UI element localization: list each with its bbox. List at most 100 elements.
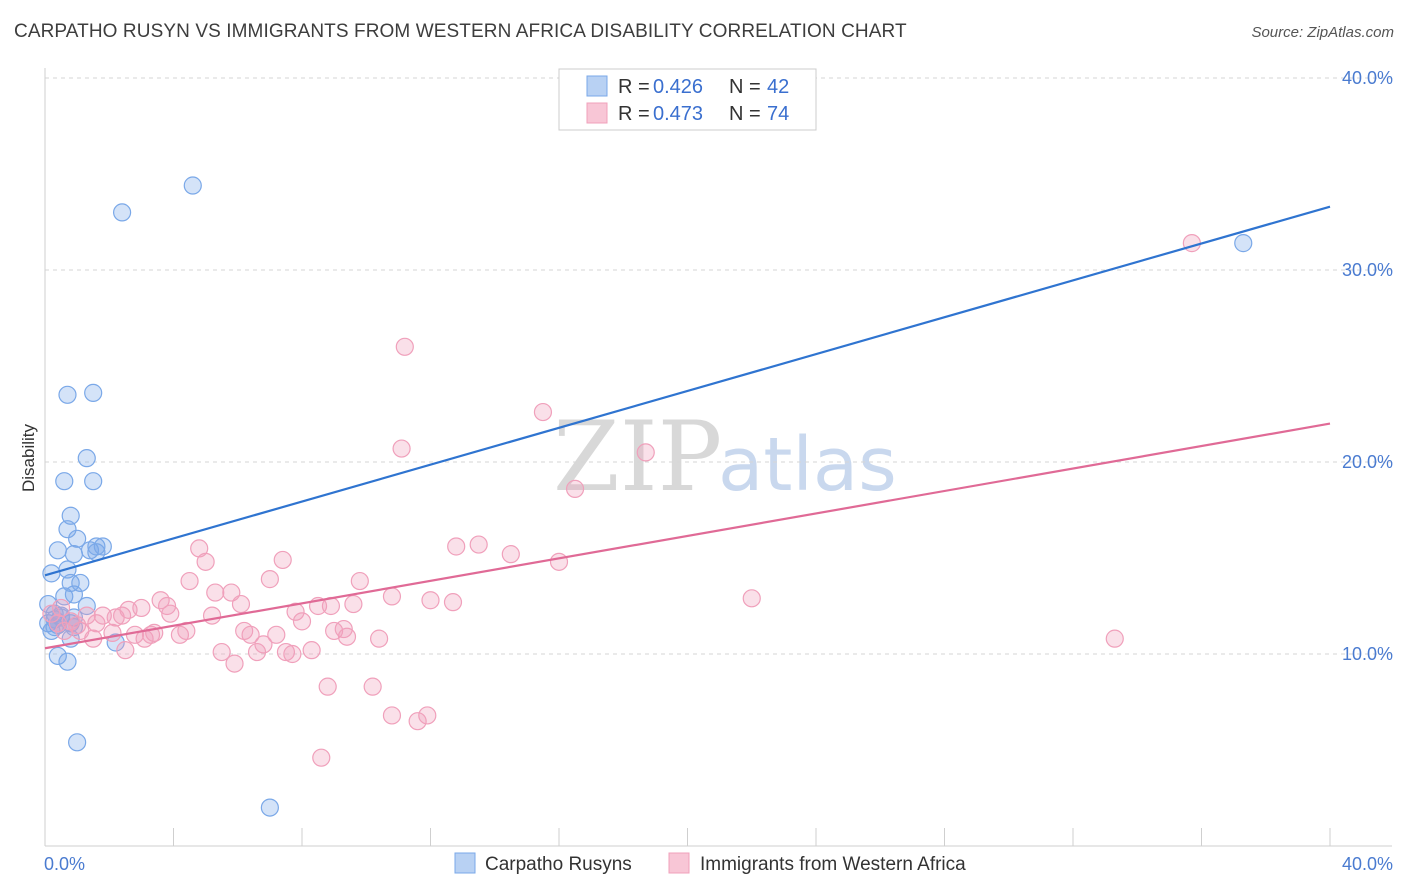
point-western-africa-5 <box>68 616 87 635</box>
axes <box>44 68 1392 847</box>
point-western-africa-48 <box>312 748 331 767</box>
point-carpatho-rusyns-21 <box>61 506 80 525</box>
point-western-africa-7 <box>77 606 96 625</box>
point-western-africa-59 <box>382 706 402 725</box>
point-carpatho-rusyns-37 <box>106 633 125 652</box>
point-western-africa-44 <box>286 602 305 621</box>
point-carpatho-rusyns-27 <box>68 529 87 548</box>
legend-n-label-1: N = <box>729 103 761 125</box>
point-carpatho-rusyns-24 <box>64 545 84 564</box>
legend-n-value-1: 74 <box>767 103 789 125</box>
point-western-africa-2 <box>51 598 71 618</box>
point-western-africa-49 <box>318 677 337 696</box>
point-western-africa-53 <box>337 627 357 646</box>
point-western-africa-69 <box>533 402 553 422</box>
trend-lines <box>44 205 1331 650</box>
point-carpatho-rusyns-8 <box>48 541 67 560</box>
point-western-africa-57 <box>370 629 389 648</box>
y-tick-label-0: 10.0% <box>1342 644 1393 664</box>
point-western-africa-34 <box>231 594 251 614</box>
point-western-africa-43 <box>283 644 302 664</box>
point-western-africa-31 <box>212 642 231 662</box>
point-western-africa-23 <box>161 604 180 623</box>
x-tick-labels: 0.0% 40.0% <box>44 854 1393 874</box>
point-western-africa-58 <box>382 587 402 606</box>
point-carpatho-rusyns-22 <box>64 585 84 604</box>
series-carpatho-rusyns <box>39 176 1253 817</box>
bottom-legend-swatch-pink <box>668 852 690 874</box>
point-western-africa-61 <box>395 337 414 356</box>
point-carpatho-rusyns-39 <box>183 176 202 195</box>
legend-n-value-0: 42 <box>767 76 789 98</box>
point-western-africa-66 <box>447 537 466 556</box>
point-western-africa-65 <box>443 593 463 612</box>
point-western-africa-64 <box>421 591 440 610</box>
point-carpatho-rusyns-40 <box>260 798 279 817</box>
legend-r-value-0: 0.426 <box>653 76 703 98</box>
point-western-africa-54 <box>344 594 363 614</box>
point-western-africa-40 <box>267 625 286 644</box>
point-western-africa-39 <box>260 570 279 589</box>
point-western-africa-33 <box>225 654 244 673</box>
point-carpatho-rusyns-36 <box>93 537 112 556</box>
point-western-africa-28 <box>196 552 215 571</box>
point-western-africa-70 <box>549 552 569 571</box>
point-carpatho-rusyns-9 <box>48 646 67 666</box>
point-western-africa-45 <box>292 612 312 631</box>
point-carpatho-rusyns-13 <box>55 472 74 491</box>
point-carpatho-rusyns-17 <box>58 520 77 539</box>
point-carpatho-rusyns-16 <box>58 652 77 671</box>
gridlines <box>45 77 1392 655</box>
y-axis-label: Disability <box>19 423 38 492</box>
point-western-africa-60 <box>392 439 411 458</box>
point-carpatho-rusyns-26 <box>68 733 87 752</box>
point-western-africa-20 <box>145 623 164 642</box>
point-western-africa-56 <box>363 677 382 696</box>
point-western-africa-46 <box>302 641 321 660</box>
trend-line-carpatho-rusyns <box>44 205 1331 577</box>
point-carpatho-rusyns-28 <box>71 573 90 593</box>
watermark-atlas: atlas <box>718 422 897 508</box>
x-tick-label-1: 40.0% <box>1342 854 1393 874</box>
y-tick-label-2: 30.0% <box>1342 260 1393 280</box>
point-western-africa-0 <box>42 604 61 623</box>
y-tick-labels: 10.0% 20.0% 30.0% 40.0% <box>1342 68 1393 664</box>
point-western-africa-73 <box>742 589 761 608</box>
y-tick-label-1: 20.0% <box>1342 452 1393 472</box>
point-western-africa-71 <box>565 479 585 498</box>
point-carpatho-rusyns-29 <box>77 596 96 616</box>
bottom-legend: Carpatho Rusyns Immigrants from Western … <box>454 852 966 875</box>
x-tick-label-0: 0.0% <box>44 854 85 874</box>
point-western-africa-42 <box>276 642 296 662</box>
point-western-africa-67 <box>469 535 488 554</box>
point-western-africa-14 <box>116 641 135 660</box>
legend-r-label-0: R = <box>618 76 650 98</box>
watermark: ZIP atlas <box>553 401 897 513</box>
point-western-africa-62 <box>408 712 427 731</box>
point-western-africa-72 <box>636 443 655 462</box>
point-western-africa-36 <box>241 625 260 644</box>
point-carpatho-rusyns-30 <box>77 449 96 468</box>
point-carpatho-rusyns-15 <box>58 385 77 404</box>
point-carpatho-rusyns-33 <box>84 472 103 491</box>
legend-r-label-1: R = <box>618 103 650 125</box>
legend-n-label-0: N = <box>729 76 761 98</box>
point-carpatho-rusyns-19 <box>61 573 80 593</box>
y-tick-label-3: 40.0% <box>1342 68 1393 88</box>
point-carpatho-rusyns-38 <box>112 203 132 222</box>
point-western-africa-68 <box>501 545 520 564</box>
point-carpatho-rusyns-34 <box>87 537 106 556</box>
trend-line-western-africa <box>44 422 1331 650</box>
point-western-africa-55 <box>350 571 369 591</box>
point-carpatho-rusyns-32 <box>84 383 103 402</box>
legend-r-value-1: 0.473 <box>653 103 703 125</box>
bottom-legend-label-0: Carpatho Rusyns <box>485 854 632 875</box>
chart-title: CARPATHO RUSYN VS IMMIGRANTS FROM WESTER… <box>14 21 907 42</box>
point-western-africa-74 <box>1105 629 1124 648</box>
point-western-africa-41 <box>273 550 292 570</box>
point-western-africa-63 <box>418 706 437 725</box>
point-carpatho-rusyns-11 <box>51 608 71 627</box>
point-western-africa-11 <box>103 623 122 642</box>
legend-box: R = 0.426 N = 42 R = 0.473 N = 74 <box>558 68 817 131</box>
